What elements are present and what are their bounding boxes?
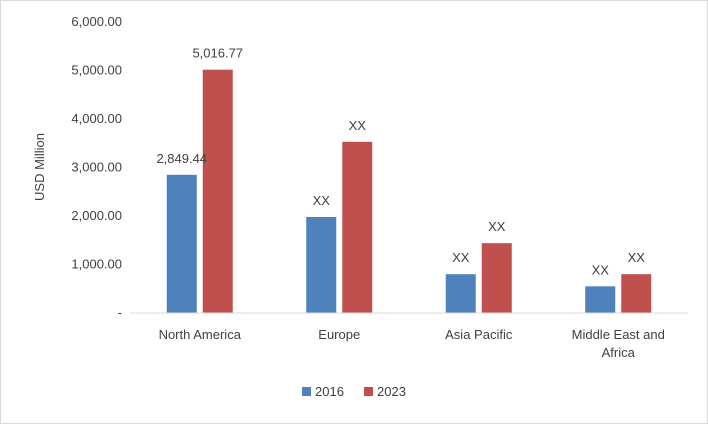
y-tick-label: 6,000.00: [71, 14, 122, 29]
legend-swatch-2023: [364, 387, 373, 396]
y-tick-label: 3,000.00: [71, 160, 122, 175]
y-tick-label: 5,000.00: [71, 63, 122, 78]
data-label-2023: 5,016.77: [192, 46, 243, 61]
data-label-2016: 2,849.44: [156, 151, 207, 166]
bar-2023: [202, 69, 233, 314]
bar-2016: [585, 286, 616, 313]
y-tick-label: 4,000.00: [71, 111, 122, 126]
bar-2016: [166, 174, 197, 313]
y-axis-ticks: - 1,000.00 2,000.00 3,000.00 4,000.00 5,000.0…: [71, 14, 122, 320]
data-label-2023: XX: [488, 219, 506, 234]
bar-series: [166, 69, 652, 314]
data-label-2016: XX: [313, 193, 331, 208]
bar-2023: [481, 243, 512, 313]
data-label-2016: XX: [452, 250, 470, 265]
data-labels: 2,849.44 5,016.77 XX XX XX XX XX XX: [156, 46, 645, 278]
category-label: Middle East and Africa: [572, 327, 665, 360]
legend-label-2016: 2016: [315, 384, 344, 399]
y-tick-label: -: [118, 305, 122, 320]
category-label: Europe: [318, 327, 360, 342]
bar-2016: [306, 216, 337, 313]
category-labels: North America Europe Asia Pacific Middle Ea…: [159, 327, 665, 360]
y-axis-title: USD Million: [32, 133, 47, 201]
bar-2016: [445, 274, 476, 313]
data-label-2016: XX: [592, 262, 610, 277]
legend-swatch-2016: [302, 387, 311, 396]
bar-2023: [621, 274, 652, 313]
category-label: North America: [159, 327, 242, 342]
legend: 2016 2023: [302, 384, 406, 399]
y-tick-label: 1,000.00: [71, 257, 122, 272]
bar-2023: [342, 141, 373, 313]
category-label: Asia Pacific: [445, 327, 513, 342]
data-label-2023: XX: [349, 118, 367, 133]
y-tick-label: 2,000.00: [71, 208, 122, 223]
data-label-2023: XX: [628, 250, 646, 265]
legend-label-2023: 2023: [377, 384, 406, 399]
